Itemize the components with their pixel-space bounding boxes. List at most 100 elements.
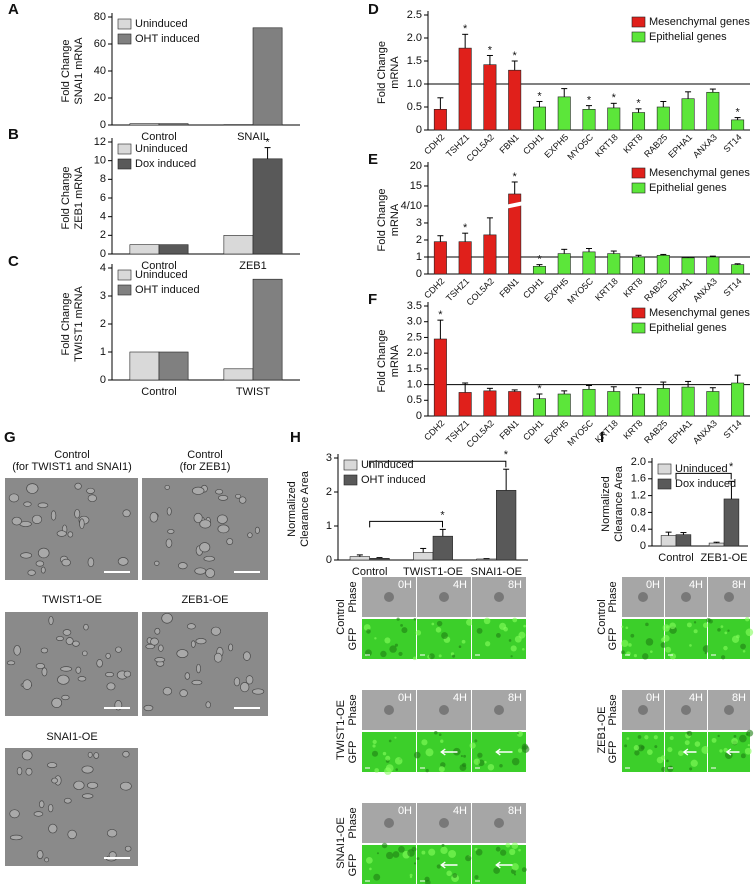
gfp-texture — [428, 849, 435, 856]
spheroid — [494, 818, 504, 828]
cell — [32, 515, 41, 523]
cell — [9, 494, 19, 502]
time-label: 0H — [398, 805, 412, 817]
bar — [484, 235, 496, 274]
x-tick-label: FBN1 — [497, 276, 520, 299]
y-axis-label: TWIST1 mRNA — [73, 285, 85, 361]
legend-swatch — [118, 144, 131, 154]
legend-label: Uninduced — [361, 459, 414, 471]
gfp-texture — [465, 855, 471, 861]
x-tick-label: RAB25 — [642, 132, 669, 159]
cell — [125, 846, 131, 851]
cell — [82, 651, 87, 656]
bar — [682, 387, 694, 416]
gfp-texture — [512, 758, 520, 766]
gfp-texture — [417, 857, 420, 860]
bar — [707, 391, 719, 416]
time-label: 8H — [508, 692, 522, 704]
gfp-texture — [670, 653, 676, 659]
legend-label: Mesenchymal genes — [649, 16, 750, 28]
cell — [17, 767, 22, 775]
gfp-texture — [627, 737, 630, 740]
x-tick-label: ZEB1 — [239, 260, 267, 272]
gfp-texture — [434, 731, 438, 735]
gfp-texture — [452, 655, 455, 658]
significance-star: * — [636, 98, 641, 110]
cell — [248, 533, 253, 538]
y-tick-label: 2 — [416, 234, 422, 246]
legend-swatch — [632, 168, 645, 178]
gfp-texture — [642, 653, 648, 659]
y-tick-label: 3 — [326, 452, 332, 464]
cell — [218, 525, 229, 533]
significance-star: * — [587, 95, 592, 107]
gfp-texture — [440, 740, 443, 743]
gfp-texture — [741, 753, 746, 758]
group-label: SNAI1-OE — [335, 817, 347, 868]
time-label: 0H — [646, 579, 660, 591]
panel-letter: A — [8, 1, 19, 18]
gfp-texture — [628, 643, 632, 647]
gfp-texture — [505, 843, 510, 848]
gfp-texture — [448, 850, 456, 858]
cell — [82, 794, 93, 799]
cell — [107, 683, 115, 690]
cell — [41, 648, 48, 653]
x-tick-label: EPHA1 — [666, 276, 694, 304]
cell — [56, 636, 63, 640]
significance-star: * — [463, 222, 468, 234]
y-tick-label: 8 — [100, 173, 106, 185]
gfp-texture — [621, 640, 628, 647]
gfp-texture — [727, 630, 729, 632]
gfp-texture — [441, 632, 448, 639]
legend-label: OHT induced — [135, 33, 200, 45]
spheroid — [638, 592, 648, 602]
gfp-texture — [474, 758, 480, 764]
gfp-texture — [366, 857, 373, 864]
cell — [87, 488, 95, 493]
cell — [47, 763, 56, 768]
cell — [78, 677, 86, 682]
gfp-texture — [395, 768, 398, 771]
cell — [88, 752, 92, 757]
gfp-texture — [384, 637, 390, 643]
cell — [214, 653, 222, 662]
gfp-texture — [687, 731, 692, 736]
gfp-texture — [724, 632, 727, 635]
channel-label: GFP — [347, 854, 359, 877]
cell — [204, 556, 215, 561]
time-label: 8H — [508, 579, 522, 591]
legend-label: Uninduced — [135, 269, 188, 281]
bar — [224, 235, 253, 254]
cell — [123, 510, 131, 517]
channel-label: GFP — [347, 741, 359, 764]
gfp-texture — [638, 735, 642, 739]
gfp-texture — [493, 867, 500, 874]
legend-swatch — [632, 323, 645, 333]
gfp-texture — [459, 645, 462, 648]
bar — [657, 255, 669, 274]
gfp-texture — [746, 730, 753, 737]
gfp-texture — [647, 749, 653, 755]
bar — [682, 258, 694, 274]
gfp-texture — [743, 650, 746, 653]
cell — [165, 485, 170, 489]
time-label: 0H — [646, 692, 660, 704]
gfp-texture — [463, 755, 466, 758]
gfp-texture — [644, 735, 648, 739]
cell — [187, 624, 195, 629]
cell — [115, 647, 121, 652]
cell — [168, 529, 175, 533]
gfp-texture — [462, 640, 466, 644]
cell — [14, 645, 21, 655]
significance-star: * — [265, 137, 270, 149]
gfp-texture — [641, 745, 645, 749]
y-axis-label: Clearance Area — [299, 470, 311, 547]
time-label: 8H — [508, 805, 522, 817]
x-tick-label: CDH2 — [422, 418, 446, 442]
micrograph — [5, 478, 138, 580]
cell — [21, 553, 32, 559]
gfp-texture — [517, 732, 519, 734]
bar — [484, 65, 496, 130]
gfp-texture — [398, 846, 405, 853]
